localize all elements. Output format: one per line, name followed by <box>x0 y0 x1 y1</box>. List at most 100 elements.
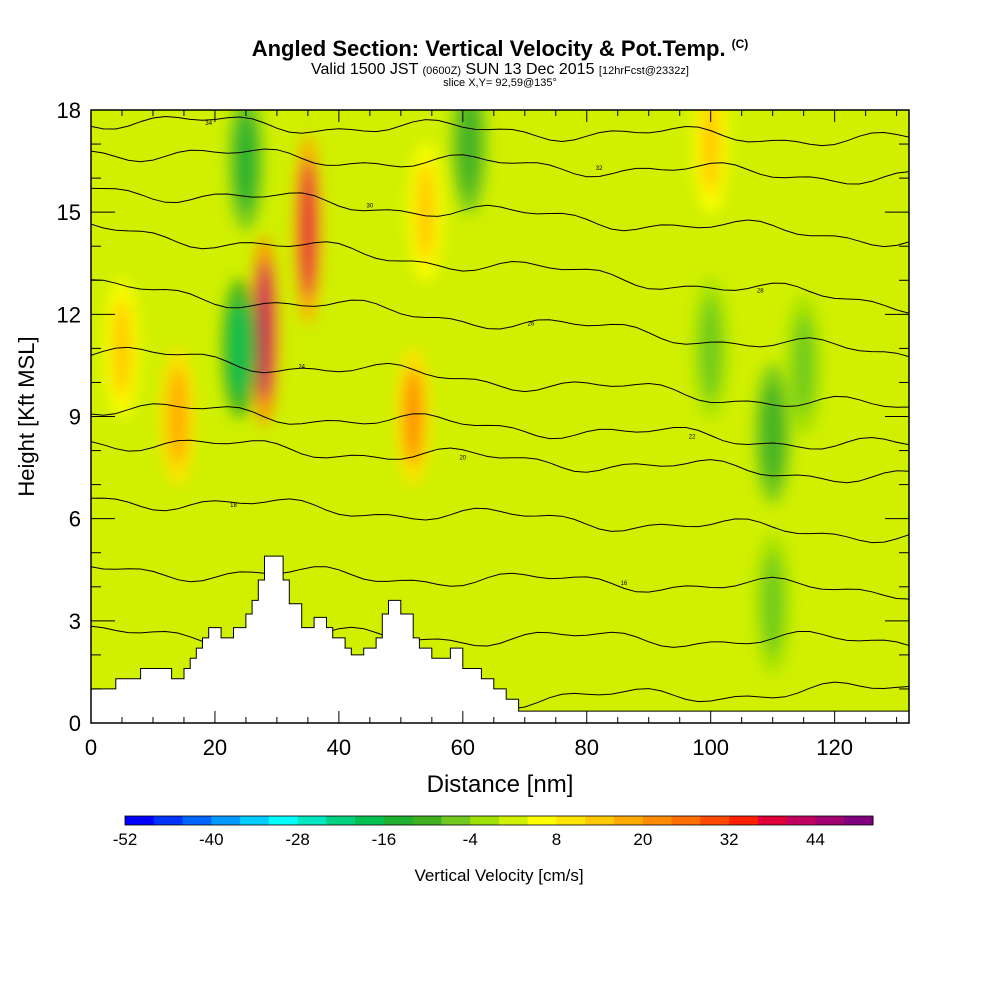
velocity-feature-core <box>256 261 273 402</box>
x-tick-label: 100 <box>692 735 729 760</box>
x-tick-label: 20 <box>203 735 227 760</box>
velocity-feature-core <box>762 383 783 484</box>
isentrope-label: 34 <box>205 121 212 127</box>
colorbar-swatch <box>383 816 414 825</box>
terrain-profile <box>90 555 910 724</box>
colorbar-swatch <box>268 816 299 825</box>
x-tick-label: 40 <box>327 735 351 760</box>
colorbar-frame <box>124 815 874 826</box>
isentrope-line <box>91 346 909 408</box>
colorbar-tick-label: -4 <box>463 830 478 849</box>
velocity-feature-core <box>793 315 814 416</box>
isentrope-line <box>91 497 909 544</box>
colorbar-swatch <box>757 816 788 825</box>
colorbar-tick-label: -16 <box>372 830 397 849</box>
isentrope-line <box>91 223 909 314</box>
colorbar-swatch <box>297 816 327 825</box>
isentrope-label: 22 <box>689 434 696 440</box>
valid-time: Valid 1500 JST (0600Z) SUN 13 Dec 2015 [… <box>311 61 689 78</box>
isentrope-label: 28 <box>757 288 764 294</box>
isentrope-line <box>91 115 909 147</box>
colorbar-swatch <box>815 816 845 825</box>
colorbar-swatch <box>729 816 759 825</box>
colorbar-label: Vertical Velocity [cm/s] <box>414 866 583 885</box>
valid-utc: (0600Z) <box>422 65 462 77</box>
colorbar: -52 -40 -28 -16 -4 8 20 32 44 Vertical Velocity [… <box>113 815 874 885</box>
colorbar-swatch <box>470 816 500 825</box>
colorbar-tick-label: 8 <box>552 830 561 849</box>
colorbar-tick-label: -52 <box>113 830 138 849</box>
valid-date: SUN 13 Dec 2015 <box>465 61 595 78</box>
colorbar-swatch <box>556 816 586 825</box>
velocity-feature-core <box>700 110 721 195</box>
isentrope-line <box>91 566 909 600</box>
colorbar-swatch <box>240 816 270 825</box>
isentrope-label: 30 <box>367 204 374 210</box>
colorbar-swatch <box>671 816 701 825</box>
colorbar-swatch <box>527 816 558 825</box>
y-axis-label: Height [Kft MSL] <box>14 336 39 496</box>
isentrope-line <box>91 279 909 358</box>
y-tick-label: 3 <box>69 609 81 634</box>
velocity-features <box>103 110 822 674</box>
title-tag: (C) <box>731 36 749 51</box>
velocity-feature-core <box>229 298 250 399</box>
isentrope-label: 16 <box>621 581 628 587</box>
y-tick-label: 6 <box>69 507 81 532</box>
plot-area <box>91 110 909 723</box>
colorbar-swatch <box>585 816 615 825</box>
isentrope-label: 20 <box>459 455 466 461</box>
velocity-feature-core <box>762 553 783 654</box>
velocity-feature-core <box>167 366 188 467</box>
velocity-feature-core <box>111 298 132 399</box>
colorbar-swatch <box>844 816 874 825</box>
colorbar-swatch <box>614 816 644 825</box>
isentrope-line <box>91 403 909 450</box>
colorbar-swatch <box>499 816 529 825</box>
colorbar-swatch <box>412 816 442 825</box>
colorbar-swatch <box>700 816 730 825</box>
x-tick-label: 60 <box>451 735 475 760</box>
colorbar-tick-label: 20 <box>633 830 652 849</box>
y-tick-label: 15 <box>57 200 81 225</box>
chart-title: Angled Section: Vertical Velocity & Pot.… <box>251 36 749 61</box>
colorbar-swatch <box>355 816 385 825</box>
velocity-feature-core <box>415 162 436 263</box>
velocity-feature-core <box>403 366 424 467</box>
colorbar-tick-label: -28 <box>285 830 310 849</box>
colorbar-swatch <box>125 816 155 825</box>
velocity-feature-core <box>235 111 256 212</box>
isentrope-label: 24 <box>298 365 305 371</box>
isentrope-line <box>91 439 909 484</box>
colorbar-swatch <box>153 816 184 825</box>
colorbar-swatch <box>182 816 212 825</box>
x-axis-label: Distance [nm] <box>427 771 574 798</box>
axes: 0 20 40 60 80 100 120 0 3 6 9 12 15 18 Distance [nm] He… <box>14 98 910 798</box>
x-tick-label: 120 <box>816 735 853 760</box>
isentrope-label: 18 <box>230 503 237 509</box>
isentrope-label: 26 <box>528 322 535 328</box>
velocity-feature-core <box>459 110 480 195</box>
colorbar-swatch <box>326 816 356 825</box>
x-tick-label: 80 <box>575 735 599 760</box>
y-tick-label: 9 <box>69 405 81 430</box>
y-tick-label: 0 <box>69 711 81 736</box>
isentrope-line <box>91 148 909 185</box>
velocity-feature-core <box>299 159 316 300</box>
isentrope-label: 32 <box>596 166 603 172</box>
colorbar-tick-label: 44 <box>806 830 825 849</box>
colorbar-swatch <box>211 816 241 825</box>
terrain <box>90 555 910 724</box>
y-tick-label: 12 <box>57 302 81 327</box>
velocity-feature-core <box>700 298 721 399</box>
x-tick-label: 0 <box>85 735 97 760</box>
colorbar-swatch <box>441 816 471 825</box>
y-tick-label: 18 <box>57 98 81 123</box>
forecast-info: [12hrFcst@2332z] <box>598 65 689 77</box>
colorbar-swatch <box>786 816 816 825</box>
slice-info: slice X,Y= 92,59@135° <box>443 77 557 89</box>
isentrope-line <box>91 187 909 248</box>
colorbar-tick-label: -40 <box>199 830 224 849</box>
colorbar-tick-label: 32 <box>720 830 739 849</box>
